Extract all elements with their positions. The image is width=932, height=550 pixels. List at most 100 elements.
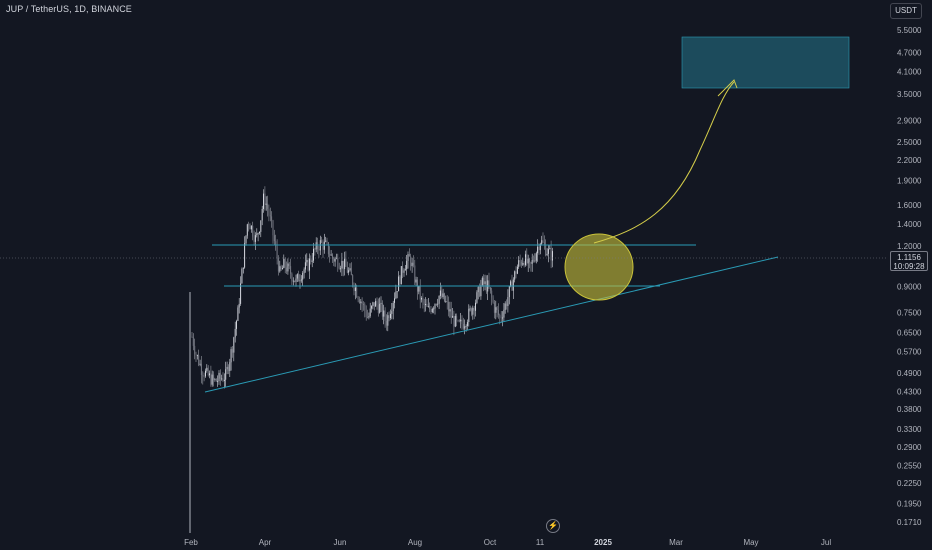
candle-body — [371, 306, 373, 309]
candle-body — [425, 304, 427, 305]
candle-body — [287, 263, 289, 272]
candle-body — [364, 304, 366, 311]
candle-body — [225, 369, 227, 380]
candle-body — [218, 372, 220, 382]
candle-body — [280, 266, 282, 270]
candle-body — [200, 363, 202, 375]
bar-countdown: 10:09:28 — [893, 262, 925, 271]
candle-body — [411, 262, 413, 267]
candle-body — [211, 374, 213, 385]
y-tick-label: 0.1950 — [897, 499, 922, 508]
candle-body — [550, 248, 552, 261]
candle-body — [318, 249, 320, 251]
candle-body — [495, 307, 497, 313]
candle-body — [385, 320, 387, 326]
candle-body — [300, 279, 302, 281]
candle-body — [449, 309, 451, 312]
candle-body — [422, 297, 424, 302]
candle-body — [542, 240, 544, 243]
candle-body — [458, 320, 460, 322]
candle-body — [241, 268, 243, 284]
price-axis: 5.5000 4.7000 4.1000 3.5000 2.9000 2.5000 2.20… — [897, 26, 922, 527]
candle-body — [361, 301, 363, 305]
time-axis: Feb Apr Jun Aug Oct 11 2025 Mar May Jul — [184, 538, 831, 547]
candle-body — [469, 308, 471, 310]
candle-body — [445, 301, 447, 302]
y-tick-label: 0.6500 — [897, 329, 922, 338]
y-tick-label: 0.9000 — [897, 283, 922, 292]
candle-body — [507, 297, 509, 306]
candle-body — [450, 309, 452, 318]
candle-body — [535, 253, 537, 261]
candle-body — [307, 260, 309, 271]
candle-body — [304, 262, 306, 270]
candle-body — [214, 379, 216, 380]
projection-arrow — [593, 81, 735, 244]
candle-body — [219, 372, 221, 379]
lightning-icon[interactable]: ⚡ — [546, 519, 560, 533]
y-tick-label: 0.5700 — [897, 347, 922, 356]
candle-body — [466, 322, 468, 326]
candle-body — [302, 273, 304, 280]
candle-body — [481, 277, 483, 286]
candle-body — [226, 366, 228, 370]
y-tick-label: 1.2000 — [897, 242, 922, 251]
y-tick-label: 0.3800 — [897, 405, 922, 414]
candle-body — [480, 285, 482, 297]
candle-body — [423, 301, 425, 305]
candle-body — [461, 319, 463, 324]
candle-body — [314, 248, 316, 250]
candle-body — [419, 286, 421, 300]
currency-button[interactable]: USDT — [890, 3, 922, 19]
y-tick-label: 2.5000 — [897, 138, 922, 147]
candle-body — [392, 302, 394, 312]
candle-body — [330, 254, 332, 256]
candle-body — [268, 208, 270, 216]
candle-body — [395, 291, 397, 299]
candle-body — [205, 370, 206, 377]
x-tick-label: Aug — [408, 538, 422, 547]
candle-body — [441, 290, 443, 298]
candle-body — [338, 267, 340, 269]
candle-body — [248, 224, 250, 226]
candle-body — [456, 315, 458, 321]
candle-body — [537, 246, 539, 254]
candle-body — [462, 324, 464, 329]
candle-body — [438, 295, 440, 304]
candle-body — [526, 254, 528, 264]
y-tick-label: 0.2550 — [897, 461, 922, 470]
candle-body — [363, 304, 364, 305]
y-tick-label: 0.7500 — [897, 308, 922, 317]
candle-body — [299, 280, 301, 282]
candle-body — [454, 315, 456, 327]
candle-body — [273, 235, 275, 242]
x-tick-label: Jun — [334, 538, 347, 547]
candle-body — [516, 266, 518, 274]
candle-body — [196, 355, 198, 356]
candle-body — [508, 286, 510, 298]
y-tick-label: 0.1710 — [897, 518, 922, 527]
candle-body — [398, 276, 400, 292]
candle-body — [488, 280, 490, 288]
candle-body — [421, 297, 422, 300]
candle-body — [240, 283, 242, 304]
candle-body — [529, 258, 530, 263]
candle-body — [457, 320, 459, 322]
candle-body — [357, 297, 359, 300]
candle-body — [471, 308, 472, 315]
candle-body — [427, 306, 429, 307]
candle-body — [515, 271, 517, 274]
candle-body — [512, 279, 514, 291]
candle-body — [331, 254, 333, 259]
candle-body — [253, 236, 255, 242]
candle-body — [194, 345, 196, 355]
candle-body — [323, 241, 325, 250]
candle-body — [473, 307, 475, 311]
candle-body — [492, 297, 494, 303]
candle-body — [429, 306, 431, 309]
candle-body — [472, 307, 474, 315]
candle-body — [311, 260, 313, 262]
candle-body — [191, 336, 193, 338]
candle-body — [433, 308, 435, 310]
